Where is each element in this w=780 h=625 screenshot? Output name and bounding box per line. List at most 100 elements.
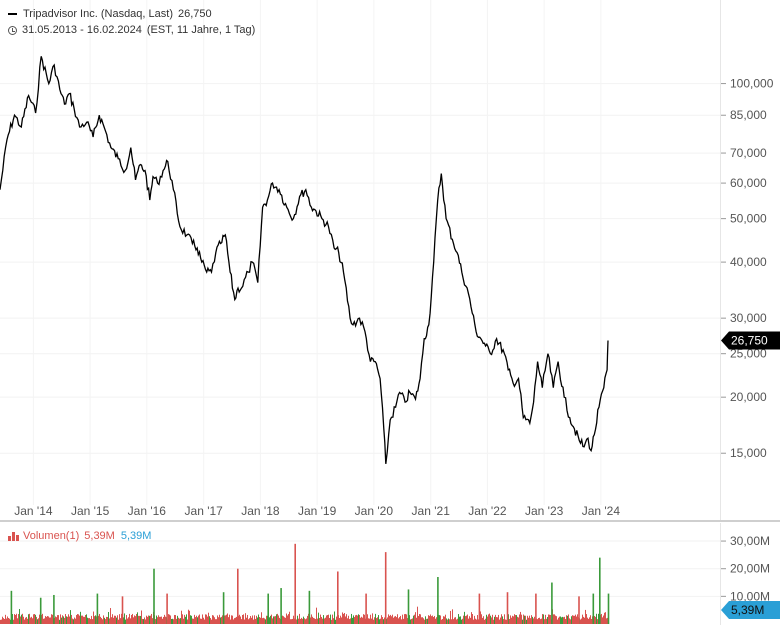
volume-spike-bar [280, 588, 282, 624]
volume-bar [519, 614, 520, 624]
volume-bar [468, 618, 469, 624]
volume-bar [140, 615, 141, 624]
volume-bar [413, 615, 414, 624]
volume-bar [207, 616, 208, 624]
volume-bar [163, 616, 164, 624]
volume-bar [170, 615, 171, 624]
volume-bar [253, 619, 254, 624]
volume-bar [364, 614, 365, 624]
volume-bar [210, 618, 211, 624]
x-axis: Jan '14 Jan '15 Jan '16 Jan '17 Jan '18 Jan '… [14, 504, 620, 518]
volume-bar [561, 617, 562, 624]
volume-bar [241, 619, 242, 624]
volume-bar [441, 619, 442, 624]
volume-bar [316, 607, 317, 624]
volume-bar [272, 618, 273, 624]
volume-bar [206, 614, 207, 624]
volume-bar [574, 615, 575, 624]
volume-bar [196, 615, 197, 624]
volume-bar [107, 616, 108, 624]
volume-bar [37, 619, 38, 624]
volume-bar [498, 614, 499, 624]
volume-bar [418, 615, 419, 624]
volume-bar [57, 615, 58, 624]
volume-bar [545, 614, 546, 624]
volume-bar [64, 617, 65, 624]
volume-bar [349, 619, 350, 624]
volume-bar [469, 616, 470, 624]
volume-bar [588, 618, 589, 624]
volume-bar [226, 614, 227, 624]
volume-bar [123, 617, 124, 624]
volume-bar [501, 614, 502, 624]
volume-bar [231, 615, 232, 624]
volume-bar [371, 618, 372, 624]
volume-bar [29, 613, 30, 624]
volume-bar [27, 618, 28, 624]
volume-bar [182, 614, 183, 624]
volume-bar [234, 618, 235, 624]
volume-bar [440, 615, 441, 624]
volume-bar [213, 615, 214, 624]
volume-bar [580, 619, 581, 624]
volume-bar [573, 615, 574, 624]
volume-bar [504, 614, 505, 624]
volume-bar [511, 617, 512, 624]
volume-bar [381, 615, 382, 624]
volume-bar [142, 618, 143, 624]
volume-bar [189, 610, 190, 624]
volume-bar [177, 615, 178, 624]
volume-spike-bar [607, 593, 610, 624]
volume-bar [176, 618, 177, 624]
price-line [0, 56, 609, 464]
volume-bar [380, 618, 381, 624]
volume-bar [379, 619, 380, 624]
volume-bar [160, 616, 161, 624]
volume-bar [199, 614, 200, 624]
volume-bar [516, 615, 517, 624]
volume-bar [269, 617, 270, 624]
volume-bar [358, 614, 359, 624]
volume-bar [48, 616, 49, 624]
volume-bar [411, 618, 412, 624]
volume-bar [38, 618, 39, 624]
volume-spike-bar [551, 582, 553, 624]
volume-bar [50, 617, 51, 624]
volume-bar [3, 618, 4, 624]
volume-bar [415, 612, 416, 624]
volume-bar [515, 615, 516, 624]
volume-bar [72, 618, 73, 624]
volume-bar [373, 619, 374, 624]
volume-bar [447, 619, 448, 624]
volume-bar [439, 615, 440, 624]
chart-legend: Tripadvisor Inc. (Nasdaq, Last) 26,750 3… [8, 6, 255, 38]
volume-bar [486, 614, 487, 624]
volume-bar [334, 611, 335, 624]
volume-bar [584, 617, 585, 624]
volume-bar [534, 616, 535, 624]
volume-bar [492, 614, 493, 624]
volume-bar [185, 616, 186, 624]
volume-bar [289, 611, 290, 624]
volume-bar [500, 617, 501, 624]
volume-bar [244, 619, 245, 624]
volume-bar [367, 614, 368, 624]
volume-bar [169, 614, 170, 624]
volume-bar [114, 615, 115, 624]
volume-bar [478, 619, 479, 624]
volume-bar [391, 616, 392, 624]
volume-bar [187, 619, 188, 624]
volume-bar [85, 614, 86, 624]
volume-bar [193, 618, 194, 624]
volume-bar [77, 614, 78, 624]
volume-bar [128, 617, 129, 624]
volume-bar [328, 614, 329, 624]
volume-bar [589, 617, 590, 624]
volume-bar [2, 616, 3, 624]
volume-bar [296, 619, 297, 624]
volume-bar [502, 616, 503, 624]
volume-bar [86, 614, 87, 624]
volume-bar [311, 614, 312, 624]
volume-bar [135, 616, 136, 624]
volume-bar [25, 617, 26, 624]
